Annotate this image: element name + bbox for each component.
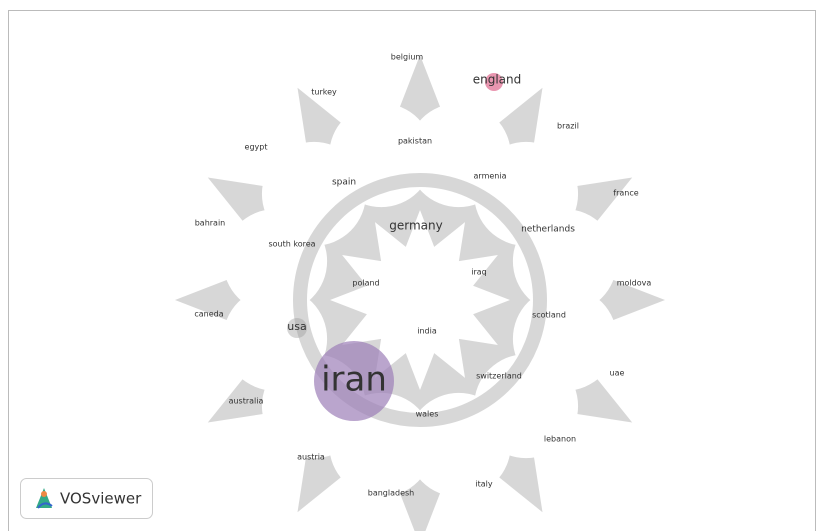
node-label: turkey <box>311 88 337 97</box>
node-label: moldova <box>617 279 652 288</box>
node-label: lebanon <box>544 435 576 444</box>
node-label: india <box>417 327 437 336</box>
node-label: france <box>613 189 638 198</box>
node-label: netherlands <box>521 225 575 235</box>
node-label: italy <box>475 480 492 489</box>
node-label: poland <box>352 279 379 288</box>
node-label: belgium <box>391 53 424 62</box>
node-label: england <box>473 73 522 87</box>
node-label: south korea <box>268 240 315 249</box>
logo-icon-dot <box>41 491 47 497</box>
node-label: australia <box>229 397 264 406</box>
node-label: brazil <box>557 122 579 131</box>
node-label: scotland <box>532 311 566 320</box>
logo-text: VOSviewer <box>60 490 142 508</box>
node-label: germany <box>389 219 442 233</box>
node-label: pakistan <box>398 137 432 146</box>
node-label: egypt <box>245 143 268 152</box>
node-label: caneda <box>194 310 223 319</box>
node-label: austria <box>297 453 325 462</box>
node-label: wales <box>416 410 439 419</box>
node-label: bahrain <box>195 219 226 228</box>
node-label: uae <box>610 369 625 378</box>
node-label: iran <box>321 360 387 400</box>
node-label: bangladesh <box>368 489 415 498</box>
node-label: switzerland <box>476 372 522 381</box>
node-label: usa <box>287 320 306 333</box>
node-label: armenia <box>474 172 507 181</box>
screenshot: belgium england turkey brazil pakistan egypt s… <box>0 0 824 531</box>
logo-box[interactable]: VOSviewer <box>21 479 153 519</box>
node-label: spain <box>332 178 356 188</box>
network-map: belgium england turkey brazil pakistan egypt s… <box>0 0 824 531</box>
node-label: iraq <box>471 268 487 277</box>
